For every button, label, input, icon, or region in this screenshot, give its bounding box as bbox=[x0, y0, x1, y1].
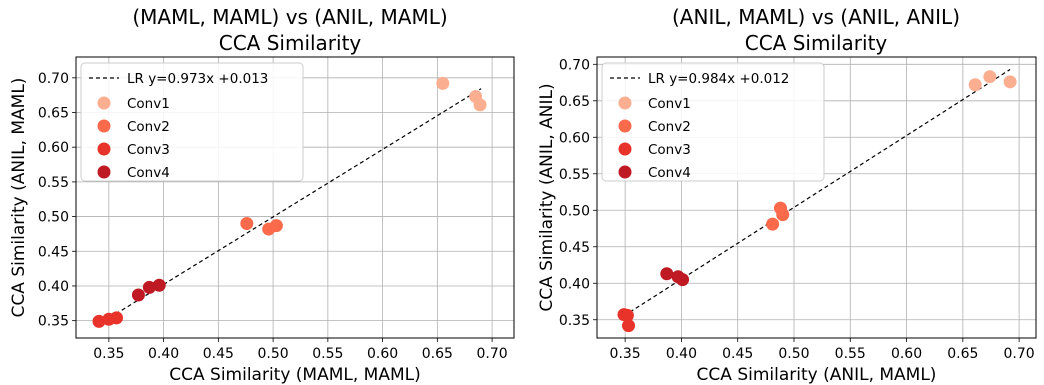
x-tick-label: 0.70 bbox=[1004, 346, 1035, 362]
x-tick-label: 0.50 bbox=[778, 346, 809, 362]
legend-swatch-conv4 bbox=[97, 165, 111, 179]
chart-1: (MAML, MAML) vs (ANIL, MAML)CCA Similari… bbox=[9, 5, 515, 385]
x-tick-label: 0.60 bbox=[367, 346, 398, 362]
data-point bbox=[620, 308, 634, 322]
series-conv1 bbox=[968, 70, 1017, 92]
legend-label-conv2: Conv2 bbox=[648, 119, 691, 135]
legend-swatch-conv2 bbox=[618, 119, 632, 133]
data-point bbox=[473, 98, 487, 112]
x-axis-label: CCA Similarity (ANIL, MAML) bbox=[697, 365, 937, 385]
legend-fit-label: LR y=0.973x +0.013 bbox=[127, 71, 268, 87]
data-point bbox=[766, 217, 780, 231]
x-axis-label: CCA Similarity (MAML, MAML) bbox=[169, 365, 421, 385]
data-point bbox=[110, 311, 124, 325]
legend-label-conv4: Conv4 bbox=[127, 165, 170, 181]
y-tick-label: 0.45 bbox=[38, 244, 69, 260]
legend-swatch-conv2 bbox=[97, 119, 111, 133]
y-tick-label: 0.55 bbox=[559, 167, 590, 183]
plot-frame bbox=[75, 56, 515, 339]
data-point bbox=[142, 280, 156, 294]
data-point bbox=[269, 219, 283, 233]
legend: LR y=0.973x +0.013 Conv1 Conv2 Conv3 Conv4 bbox=[80, 62, 304, 182]
legend-swatch-conv4 bbox=[618, 165, 632, 179]
series-conv4 bbox=[131, 278, 166, 302]
y-tick-label: 0.50 bbox=[38, 210, 69, 226]
y-tick-label: 0.50 bbox=[559, 203, 590, 219]
y-tick-label: 0.70 bbox=[559, 57, 590, 73]
data-point bbox=[776, 208, 790, 222]
legend-swatch-conv3 bbox=[618, 142, 632, 156]
x-tick-label: 0.40 bbox=[666, 346, 697, 362]
data-point bbox=[92, 314, 106, 328]
x-tick-label: 0.50 bbox=[258, 346, 289, 362]
y-tick-label: 0.70 bbox=[38, 71, 69, 87]
x-tick-label: 0.65 bbox=[947, 346, 978, 362]
y-tick-label: 0.45 bbox=[559, 240, 590, 256]
y-tick-label: 0.40 bbox=[38, 279, 69, 295]
x-tick-label: 0.65 bbox=[422, 346, 453, 362]
regression-line bbox=[623, 68, 1011, 317]
plot-frame bbox=[596, 56, 1037, 339]
chart-2: (ANIL, MAML) vs (ANIL, ANIL)CCA Similari… bbox=[537, 5, 1037, 385]
legend-swatch-conv1 bbox=[97, 96, 111, 110]
legend-label-conv3: Conv3 bbox=[127, 142, 170, 158]
y-axis-label: CCA Similarity (ANIL, ANIL) bbox=[537, 83, 557, 311]
x-tick-label: 0.55 bbox=[835, 346, 866, 362]
series-conv1 bbox=[436, 76, 487, 112]
x-tick-label: 0.35 bbox=[93, 346, 124, 362]
series-conv3 bbox=[92, 311, 124, 328]
legend-box bbox=[601, 62, 825, 182]
y-tick-label: 0.60 bbox=[559, 130, 590, 146]
x-tick-label: 0.40 bbox=[148, 346, 179, 362]
data-point bbox=[983, 70, 997, 84]
x-tick-label: 0.45 bbox=[203, 346, 234, 362]
y-tick-label: 0.65 bbox=[38, 106, 69, 122]
x-tick-label: 0.70 bbox=[477, 346, 508, 362]
legend-swatch-conv1 bbox=[618, 96, 632, 110]
chart-title-line2: CCA Similarity bbox=[745, 31, 888, 55]
y-tick-label: 0.65 bbox=[559, 94, 590, 110]
y-tick-label: 0.35 bbox=[38, 314, 69, 330]
legend-swatch-conv3 bbox=[97, 142, 111, 156]
data-point bbox=[622, 319, 636, 333]
legend-label-conv2: Conv2 bbox=[127, 119, 170, 135]
x-tick-label: 0.55 bbox=[312, 346, 343, 362]
legend-label-conv1: Conv1 bbox=[127, 96, 170, 112]
series-conv4 bbox=[660, 267, 690, 287]
x-tick-label: 0.60 bbox=[891, 346, 922, 362]
data-point bbox=[676, 273, 690, 287]
series-conv3 bbox=[617, 308, 636, 333]
legend-label-conv4: Conv4 bbox=[648, 165, 691, 181]
legend-box bbox=[80, 62, 304, 182]
data-point bbox=[240, 217, 254, 231]
data-point bbox=[436, 76, 450, 90]
regression-line bbox=[97, 88, 482, 326]
x-tick-label: 0.45 bbox=[722, 346, 753, 362]
legend-label-conv1: Conv1 bbox=[648, 96, 691, 112]
legend-fit-label: LR y=0.984x +0.012 bbox=[648, 71, 789, 87]
data-point bbox=[131, 288, 145, 302]
y-tick-label: 0.35 bbox=[559, 313, 590, 329]
data-point bbox=[660, 267, 674, 281]
legend-label-conv3: Conv3 bbox=[648, 142, 691, 158]
chart-title-line1: (MAML, MAML) vs (ANIL, MAML) bbox=[132, 5, 447, 29]
series-conv2 bbox=[766, 201, 790, 231]
chart-title-line2: CCA Similarity bbox=[219, 31, 362, 55]
y-axis-label: CCA Similarity (ANIL, MAML) bbox=[9, 78, 29, 318]
data-point bbox=[152, 278, 166, 292]
series-conv2 bbox=[240, 217, 283, 236]
data-point bbox=[1003, 75, 1017, 89]
data-point bbox=[968, 78, 982, 92]
y-tick-label: 0.40 bbox=[559, 276, 590, 292]
x-tick-label: 0.35 bbox=[610, 346, 641, 362]
chart-title-line1: (ANIL, MAML) vs (ANIL, ANIL) bbox=[672, 5, 960, 29]
y-tick-label: 0.60 bbox=[38, 140, 69, 156]
y-tick-label: 0.55 bbox=[38, 175, 69, 191]
legend: LR y=0.984x +0.012 Conv1 Conv2 Conv3 Conv4 bbox=[601, 62, 825, 182]
